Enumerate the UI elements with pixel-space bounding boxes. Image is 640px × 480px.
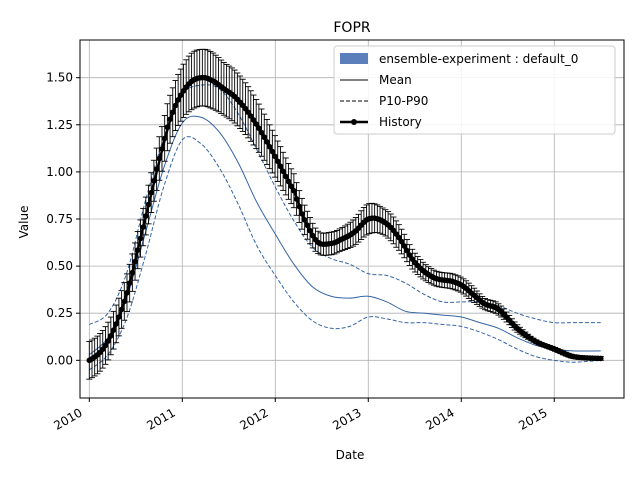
history-point xyxy=(258,129,265,136)
y-axis: 0.00 0.25 0.50 0.75 1.00 1.25 1.50 xyxy=(46,71,80,367)
history-point xyxy=(307,227,313,234)
y-tick-label: 1.50 xyxy=(46,71,73,85)
history-point xyxy=(124,289,130,296)
x-tick-label: 2014 xyxy=(423,405,456,432)
chart-title: FOPR xyxy=(333,20,371,36)
history-point xyxy=(102,342,109,349)
history-point xyxy=(178,92,184,98)
history-point xyxy=(113,321,120,327)
legend-label-p10-p90: P10-P90 xyxy=(379,94,428,108)
p10-line xyxy=(88,136,601,371)
legend-history-marker xyxy=(351,119,357,125)
history-point xyxy=(137,235,144,242)
x-tick-label: 2012 xyxy=(237,405,270,432)
x-tick-label: 2015 xyxy=(516,405,549,432)
history-point xyxy=(309,232,316,239)
history-point xyxy=(110,327,117,334)
history-point xyxy=(266,143,273,150)
history-point xyxy=(121,298,128,305)
y-tick-label: 0.00 xyxy=(46,353,73,367)
history-series xyxy=(86,48,604,380)
y-axis-label: Value xyxy=(17,206,31,239)
history-point xyxy=(167,116,173,123)
legend-label-ensemble: ensemble-experiment : default_0 xyxy=(379,52,578,66)
history-point xyxy=(272,153,278,160)
history-point xyxy=(274,158,281,165)
legend-label-history: History xyxy=(379,115,422,129)
history-point xyxy=(299,210,305,217)
history-point xyxy=(261,134,268,141)
history-point xyxy=(129,269,136,276)
history-point xyxy=(156,155,163,162)
history-point xyxy=(285,178,292,185)
history-point xyxy=(172,102,179,109)
y-tick-label: 0.50 xyxy=(46,259,73,273)
history-point xyxy=(159,146,165,152)
history-point xyxy=(175,97,181,103)
history-point xyxy=(396,234,402,241)
legend-patch-icon xyxy=(340,53,368,64)
history-point xyxy=(145,201,152,208)
history-point xyxy=(134,247,141,253)
x-tick-label: 2010 xyxy=(51,405,84,432)
history-point xyxy=(404,247,410,254)
history-point xyxy=(597,355,604,362)
history-point xyxy=(118,306,125,313)
x-tick-label: 2011 xyxy=(144,405,177,432)
history-point xyxy=(398,238,405,245)
y-tick-label: 1.00 xyxy=(46,165,73,179)
legend-box xyxy=(333,45,616,135)
y-tick-label: 0.25 xyxy=(46,306,73,320)
history-point xyxy=(296,203,303,210)
history-point xyxy=(164,124,171,131)
history-point xyxy=(269,148,276,155)
history-point xyxy=(132,258,138,265)
history-point xyxy=(126,280,133,286)
history-point xyxy=(301,217,308,223)
history-point xyxy=(283,173,289,180)
x-tick-label: 2013 xyxy=(330,405,363,432)
history-point xyxy=(250,117,257,123)
history-point xyxy=(153,166,160,173)
history-point xyxy=(248,113,254,119)
history-point xyxy=(169,109,176,116)
history-point xyxy=(105,338,111,344)
history-point xyxy=(108,333,114,339)
history-point xyxy=(401,243,408,249)
history-point xyxy=(148,189,155,196)
history-point xyxy=(140,224,146,230)
x-axis: 2010 2011 2012 2013 2014 2015 xyxy=(51,398,555,433)
history-point xyxy=(253,121,259,127)
history-point xyxy=(116,314,122,320)
mean-line xyxy=(88,115,601,356)
history-point xyxy=(291,187,297,194)
history-point xyxy=(304,222,311,229)
history-point xyxy=(293,196,300,202)
x-axis-label: Date xyxy=(336,448,365,462)
history-point xyxy=(288,183,294,190)
history-point xyxy=(406,252,413,258)
y-tick-label: 0.75 xyxy=(46,212,73,226)
history-point xyxy=(256,125,262,132)
history-point xyxy=(264,139,270,145)
legend-label-mean: Mean xyxy=(379,73,412,87)
history-point xyxy=(161,135,168,142)
legend: ensemble-experiment : default_0 Mean P10… xyxy=(333,45,616,135)
history-point xyxy=(280,168,286,175)
history-point xyxy=(151,177,157,184)
history-point xyxy=(143,213,149,219)
y-tick-label: 1.25 xyxy=(46,118,73,132)
history-point xyxy=(277,163,284,170)
